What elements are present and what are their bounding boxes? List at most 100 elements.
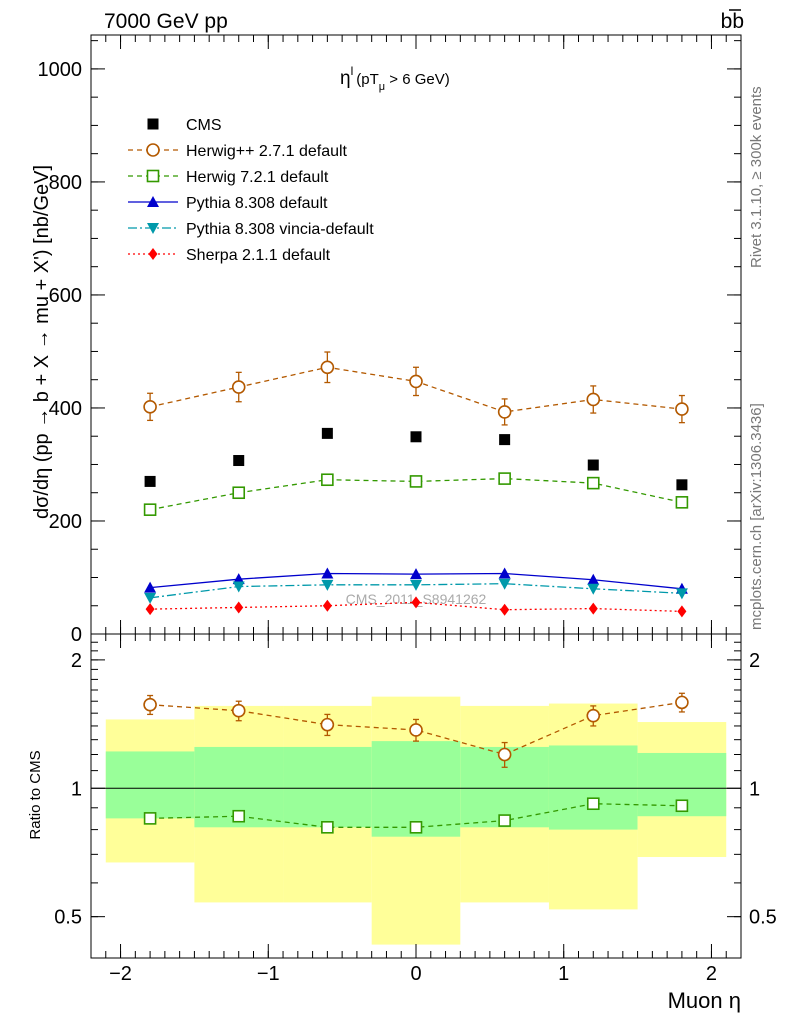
legend-label: Pythia 8.308 vincia-default	[186, 221, 374, 238]
ratio-tick-label-right: 0.5	[749, 907, 777, 929]
data-point	[144, 581, 157, 593]
x-tick-label: 2	[706, 963, 717, 985]
legend-marker	[148, 248, 158, 260]
legend-label: Sherpa 2.1.1 default	[186, 247, 331, 264]
plot-title-cut-rest: > 6 GeV)	[385, 71, 450, 88]
data-point	[498, 578, 511, 590]
data-point	[232, 573, 245, 585]
plot-title: ηl (pTμ > 6 GeV)	[340, 64, 450, 93]
data-point	[499, 434, 511, 446]
legend-label: Herwig++ 2.7.1 default	[186, 143, 348, 160]
ratio-point	[498, 814, 511, 827]
y-tick-label: 400	[49, 398, 82, 420]
data-point	[145, 603, 155, 616]
legend: CMS Herwig++ 2.7.1 default Herwig 7.2.1 de…	[128, 117, 374, 264]
legend-marker	[146, 169, 160, 183]
data-point	[675, 402, 689, 416]
data-point	[586, 476, 600, 490]
data-point	[675, 588, 688, 600]
data-point	[587, 573, 600, 585]
ratio-series-2	[143, 797, 689, 834]
data-point	[588, 602, 598, 615]
legend-marker	[147, 196, 159, 207]
mcplots-label: mcplots.cern.ch [arXiv:1306.3436]	[748, 403, 765, 630]
legend-label: CMS	[186, 117, 222, 134]
data-point	[232, 581, 245, 593]
ratio-point	[497, 747, 512, 762]
data-point	[500, 603, 510, 616]
data-point	[143, 400, 157, 414]
inner-band-bin	[283, 746, 372, 828]
series-4	[144, 578, 688, 604]
ratio-y-axis-title: Ratio to CMS	[27, 750, 44, 839]
data-point	[409, 374, 423, 389]
y-tick-label: 1000	[38, 59, 83, 81]
data-point	[321, 579, 334, 591]
y-axis-title: dσ/dη (pp → b + X → mu + X') [nb/GeV]	[31, 165, 53, 519]
data-point	[677, 605, 687, 618]
inner-band-bin	[105, 751, 195, 819]
legend-marker	[146, 143, 160, 157]
data-point	[144, 475, 156, 487]
plot-title-sup: l	[351, 64, 354, 78]
ratio-bands	[105, 696, 727, 945]
legend-entry: Pythia 8.308 vincia-default	[128, 221, 374, 238]
y-tick-label: 600	[49, 285, 82, 307]
ratio-tick-label-left: 2	[71, 650, 82, 672]
series-1	[143, 351, 689, 426]
ratio-tick-label-right: 2	[749, 650, 760, 672]
data-point	[233, 455, 245, 467]
ratio-point	[143, 812, 157, 825]
data-point	[498, 567, 511, 579]
legend-entry: Pythia 8.308 default	[128, 195, 328, 212]
ratio-tick-label-left: 0.5	[54, 907, 82, 929]
ratio-point	[586, 797, 600, 811]
data-point	[497, 405, 512, 419]
ratio-point	[231, 703, 246, 718]
inner-band-bin	[548, 745, 638, 830]
legend-entry: Sherpa 2.1.1 default	[128, 247, 331, 264]
axes: −2 −1 0 1 2 0 200 400 600 800 1000 0.5 0.5 1 1 2 2	[38, 34, 777, 985]
data-point	[587, 583, 600, 595]
y-tick-label: 800	[49, 172, 82, 194]
x-tick-label: 1	[558, 963, 569, 985]
series-5	[145, 596, 687, 618]
data-point	[320, 360, 335, 375]
legend-label: Pythia 8.308 default	[186, 195, 328, 212]
ratio-point	[675, 799, 689, 813]
ratio-point	[143, 697, 157, 712]
x-axis-title: Muon η	[668, 988, 741, 1013]
ratio-tick-label-right: 1	[749, 778, 760, 800]
x-tick-label: −2	[109, 963, 132, 985]
series-2	[143, 472, 689, 516]
legend-entry: Herwig++ 2.7.1 default	[128, 143, 348, 160]
data-point	[409, 475, 423, 488]
data-point	[676, 479, 688, 491]
x-tick-label: −1	[257, 963, 280, 985]
series-layer	[143, 351, 689, 834]
legend-entry: CMS	[147, 117, 222, 134]
data-point	[410, 431, 422, 443]
ratio-point	[586, 708, 601, 723]
plot-title-cut-sub: μ	[379, 81, 385, 93]
data-point	[321, 473, 334, 487]
y-tick-label: 200	[49, 511, 82, 533]
legend-marker	[147, 223, 159, 234]
data-point	[232, 486, 246, 500]
data-point	[321, 567, 334, 579]
data-point	[587, 459, 599, 471]
ratio-series-1	[143, 692, 689, 768]
x-tick-label: 0	[410, 963, 421, 985]
series-0	[144, 427, 688, 491]
ratio-point	[675, 695, 689, 710]
inner-band-bin	[371, 741, 461, 837]
legend-label: Herwig 7.2.1 default	[186, 169, 329, 186]
ratio-point	[409, 723, 423, 737]
data-point	[322, 599, 332, 612]
ratio-point	[232, 809, 246, 823]
rivet-version-label: Rivet 3.1.10, ≥ 300k events	[748, 86, 765, 268]
data-point	[675, 496, 689, 509]
data-point	[498, 472, 511, 485]
data-point	[411, 596, 421, 609]
